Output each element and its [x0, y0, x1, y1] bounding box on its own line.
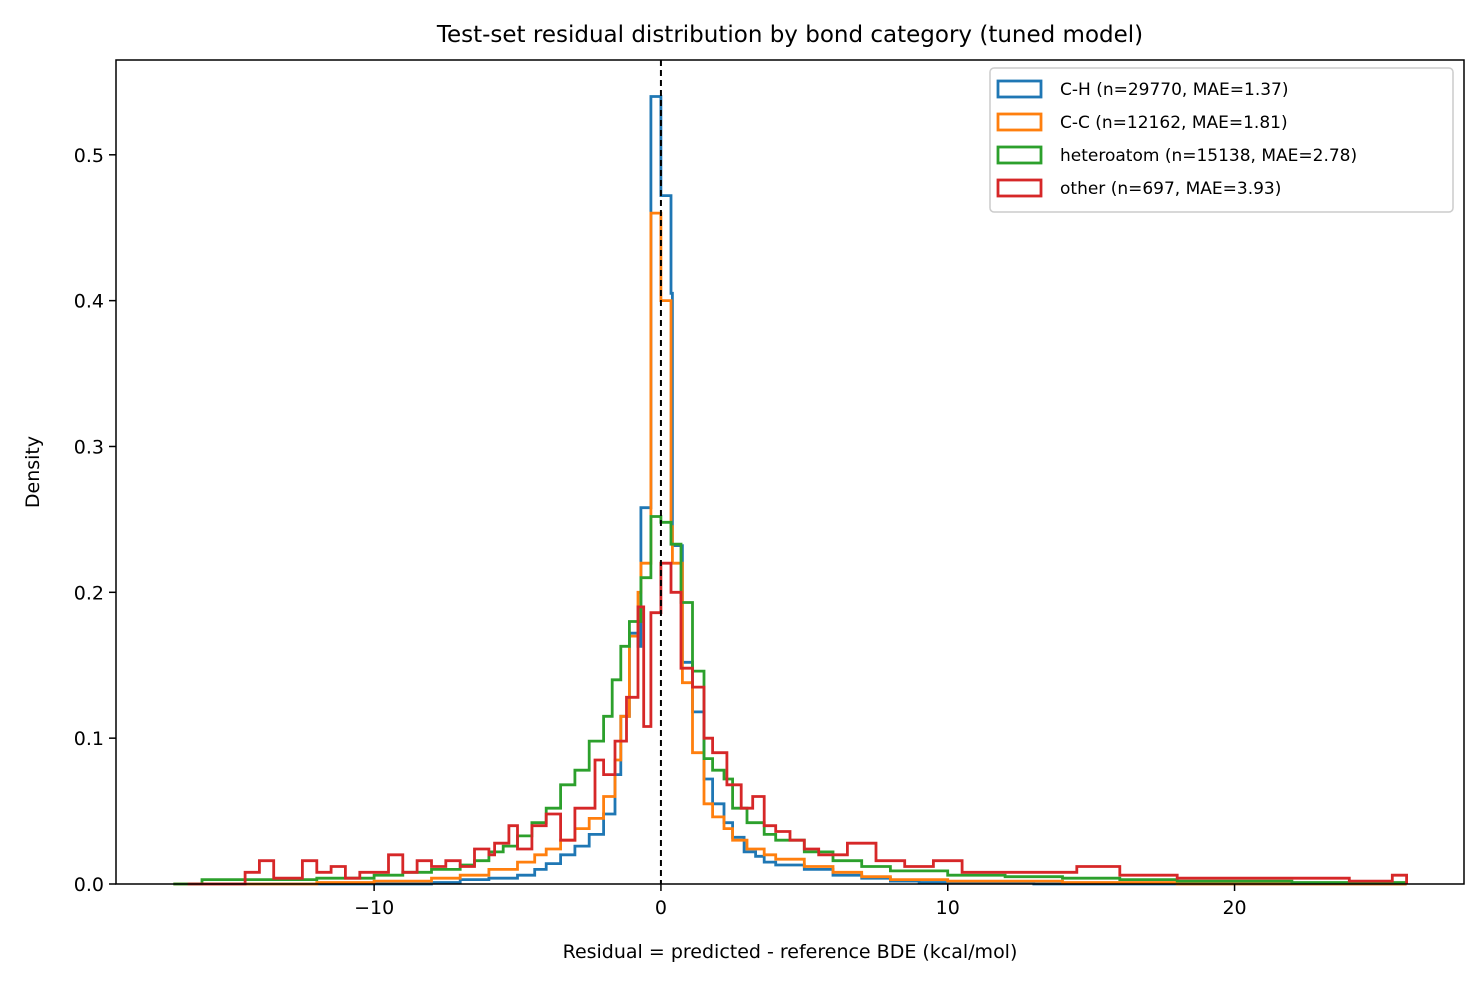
- series-line-3: [187, 561, 1408, 886]
- legend-swatch-0: [996, 79, 1043, 99]
- legend-frame: [989, 67, 1454, 213]
- series-layer: [173, 95, 1408, 886]
- y-tick-label: 0.4: [74, 291, 104, 313]
- legend-swatch-1: [996, 112, 1043, 132]
- legend-label-1: C-C (n=12162, MAE=1.81): [1060, 113, 1288, 133]
- x-tick-label: −10: [354, 897, 394, 919]
- legend: C-H (n=29770, MAE=1.37) C-C (n=12162, MAE…: [989, 67, 1454, 213]
- x-axis-label: Residual = predicted - reference BDE (kc…: [563, 941, 1018, 963]
- y-axis-label: Density: [22, 436, 44, 508]
- y-tick-label: 0.3: [74, 436, 104, 458]
- legend-swatch-2: [996, 145, 1043, 165]
- y-tick-label: 0.0: [74, 874, 104, 896]
- x-axis: −10 0 10 20: [354, 884, 1247, 919]
- plot-frame: [115, 59, 1465, 885]
- plot-area: [115, 59, 1465, 886]
- y-axis: 0.0 0.1 0.2 0.3 0.4 0.5: [74, 145, 116, 896]
- series-line-0: [173, 95, 1407, 886]
- y-tick-label: 0.5: [74, 145, 104, 167]
- x-tick-label: 0: [655, 897, 667, 919]
- y-tick-label: 0.1: [74, 728, 104, 750]
- y-tick-label: 0.2: [74, 582, 104, 604]
- x-tick-label: 10: [936, 897, 960, 919]
- legend-label-0: C-H (n=29770, MAE=1.37): [1060, 80, 1289, 100]
- legend-label-3: other (n=697, MAE=3.93): [1060, 179, 1281, 199]
- series-line-1: [173, 211, 1407, 886]
- legend-label-2: heteroatom (n=15138, MAE=2.78): [1060, 146, 1357, 166]
- x-tick-label: 20: [1222, 897, 1246, 919]
- legend-swatch-3: [996, 178, 1043, 198]
- chart-title: Test-set residual distribution by bond c…: [436, 22, 1143, 48]
- legend-entries: C-H (n=29770, MAE=1.37) C-C (n=12162, MAE…: [996, 79, 1357, 199]
